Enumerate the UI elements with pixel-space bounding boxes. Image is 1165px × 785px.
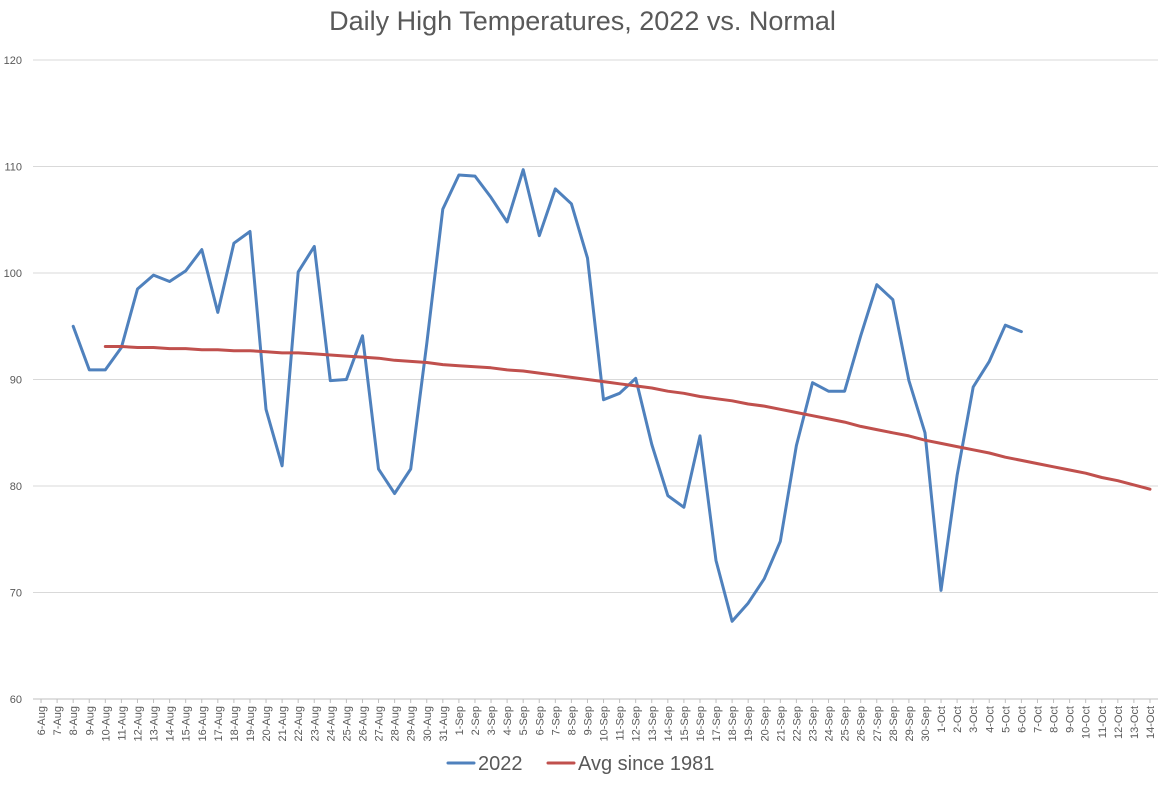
x-tick-label: 26-Aug: [357, 706, 369, 741]
x-tick-label: 8-Oct: [1049, 706, 1061, 733]
x-tick-label: 3-Sep: [486, 706, 498, 735]
x-tick-label: 22-Aug: [293, 706, 305, 741]
y-tick-label: 110: [4, 162, 22, 174]
x-tick-label: 7-Aug: [52, 706, 64, 735]
legend-label: Avg since 1981: [578, 753, 714, 775]
x-tick-label: 8-Aug: [68, 706, 80, 735]
x-tick-label: 15-Aug: [181, 706, 193, 741]
x-tick-label: 14-Sep: [663, 706, 675, 741]
x-tick-label: 10-Sep: [599, 706, 611, 741]
x-tick-label: 21-Aug: [277, 706, 289, 741]
x-tick-label: 6-Aug: [36, 706, 48, 735]
x-tick-label: 7-Oct: [1032, 706, 1044, 733]
x-tick-label: 9-Oct: [1065, 706, 1077, 733]
x-tick-label: 7-Sep: [550, 706, 562, 735]
x-tick-label: 17-Sep: [711, 706, 723, 741]
x-tick-label: 10-Oct: [1081, 706, 1093, 739]
x-tick-label: 12-Aug: [132, 706, 144, 741]
x-tick-label: 19-Aug: [245, 706, 257, 741]
x-tick-label: 28-Aug: [390, 706, 402, 741]
legend: 2022 Avg since 1981: [446, 753, 714, 775]
x-tick-label: 5-Sep: [518, 706, 530, 735]
x-tick-label: 20-Sep: [759, 706, 771, 741]
x-tick-label: 31-Aug: [438, 706, 450, 741]
y-tick-label: 60: [10, 694, 22, 706]
x-tick-label: 10-Aug: [100, 706, 112, 741]
x-tick-label: 8-Sep: [566, 706, 578, 735]
x-tick-label: 23-Aug: [309, 706, 321, 741]
x-tick-label: 26-Sep: [856, 706, 868, 741]
x-tick-label: 4-Sep: [502, 706, 514, 735]
gridlines: [33, 59, 1158, 703]
x-tick-label: 14-Oct: [1145, 706, 1157, 739]
x-tick-label: 12-Oct: [1113, 706, 1125, 739]
x-axis-tick-labels: 6-Aug 7-Aug 8-Aug 9-Aug 10-Aug 11-Aug 12-Aug 13…: [36, 706, 1157, 741]
x-tick-label: 18-Sep: [727, 706, 739, 741]
x-tick-label: 20-Aug: [261, 706, 273, 741]
x-tick-label: 18-Aug: [229, 706, 241, 741]
x-tick-label: 9-Sep: [582, 706, 594, 735]
x-tick-label: 30-Aug: [422, 706, 434, 741]
x-tick-label: 29-Sep: [904, 706, 916, 741]
x-tick-label: 27-Sep: [872, 706, 884, 741]
x-tick-label: 16-Sep: [695, 706, 707, 741]
x-tick-label: 27-Aug: [374, 706, 386, 741]
x-tick-label: 13-Sep: [647, 706, 659, 741]
y-tick-label: 70: [10, 588, 22, 600]
x-tick-label: 21-Sep: [775, 706, 787, 741]
x-tick-label: 12-Sep: [631, 706, 643, 741]
x-tick-label: 22-Sep: [791, 706, 803, 741]
x-tick-label: 6-Sep: [534, 706, 546, 735]
x-tick-label: 2-Oct: [952, 706, 964, 733]
series-line-2022: [71, 168, 1023, 623]
x-tick-label: 25-Sep: [840, 706, 852, 741]
series-line-avg-since-1981: [103, 345, 1152, 491]
x-tick-label: 11-Aug: [116, 706, 128, 741]
x-tick-label: 24-Aug: [325, 706, 337, 741]
y-axis-tick-labels: 60 70 80 90 100 110 120: [4, 55, 22, 706]
x-tick-label: 16-Aug: [197, 706, 209, 741]
x-tick-label: 30-Sep: [920, 706, 932, 741]
x-tick-label: 14-Aug: [165, 706, 177, 741]
x-tick-label: 17-Aug: [213, 706, 225, 741]
x-tick-label: 11-Oct: [1097, 706, 1109, 738]
x-tick-label: 2-Sep: [470, 706, 482, 735]
x-tick-label: 11-Sep: [615, 706, 627, 741]
x-tick-label: 23-Sep: [807, 706, 819, 741]
x-tick-label: 9-Aug: [84, 706, 96, 735]
y-tick-label: 80: [10, 481, 22, 493]
x-tick-label: 13-Oct: [1129, 706, 1141, 739]
x-tick-label: 13-Aug: [149, 706, 161, 741]
x-tick-label: 15-Sep: [679, 706, 691, 741]
x-tick-label: 25-Aug: [341, 706, 353, 741]
y-tick-label: 90: [10, 375, 22, 387]
y-tick-label: 120: [4, 55, 22, 67]
chart-title: Daily High Temperatures, 2022 vs. Normal: [329, 6, 836, 36]
x-tick-label: 19-Sep: [743, 706, 755, 741]
x-tick-label: 4-Oct: [984, 706, 996, 733]
x-tick-label: 1-Sep: [454, 706, 466, 735]
x-tick-label: 24-Sep: [824, 706, 836, 741]
x-tick-label: 5-Oct: [1000, 706, 1012, 733]
x-tick-label: 28-Sep: [888, 706, 900, 741]
legend-label: 2022: [478, 753, 523, 775]
series-lines: [71, 168, 1152, 623]
x-tick-label: 6-Oct: [1016, 706, 1028, 733]
x-tick-label: 3-Oct: [968, 706, 980, 733]
x-tick-label: 29-Aug: [406, 706, 418, 741]
x-tick-label: 1-Oct: [936, 706, 948, 733]
y-tick-label: 100: [4, 268, 22, 280]
